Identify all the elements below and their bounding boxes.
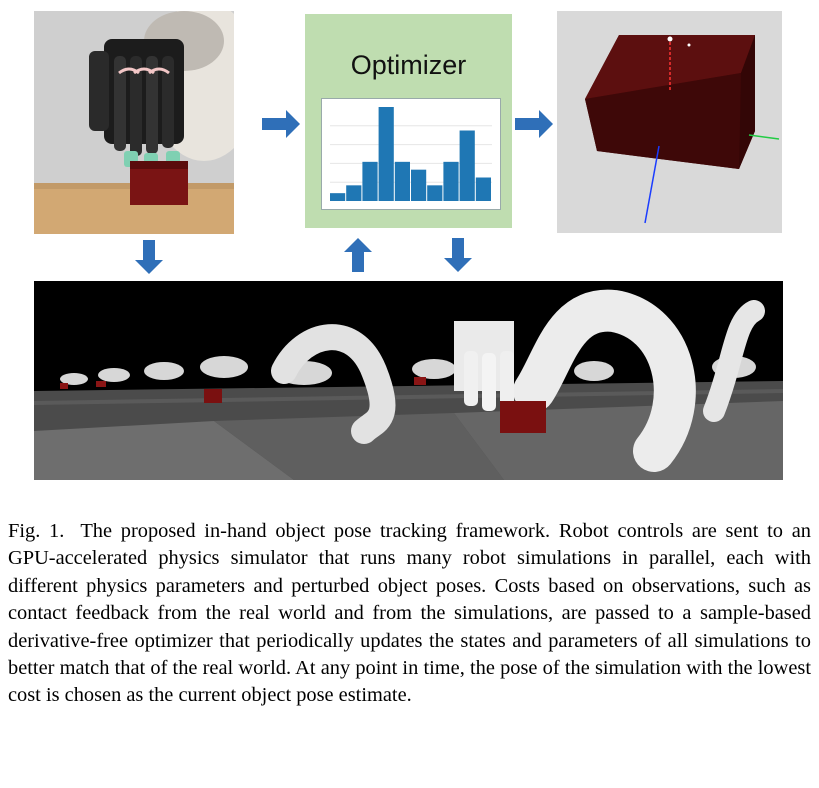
arrow-up-icon	[344, 238, 372, 272]
caption-text: The proposed in-hand object pose trackin…	[8, 520, 811, 707]
arrow-down-icon	[135, 240, 163, 274]
histogram-bar	[346, 185, 362, 201]
caption-label: Fig. 1.	[8, 520, 65, 542]
histogram-bar	[330, 193, 346, 201]
pose-estimate-render	[557, 11, 782, 233]
arrow-shape	[262, 110, 300, 138]
optimizer-label: Optimizer	[350, 50, 467, 80]
histogram-bar	[475, 177, 491, 201]
histogram-chart	[321, 98, 501, 210]
optimizer-box: Optimizer	[305, 14, 512, 228]
arrow-right-icon	[515, 110, 553, 138]
histogram-bar	[394, 161, 410, 201]
figure-caption: Fig. 1. The proposed in-hand object pose …	[8, 518, 811, 710]
arrow-shape	[135, 240, 163, 274]
histogram-svg	[330, 107, 492, 201]
histogram-bar	[411, 169, 427, 201]
parallel-simulations-render	[34, 281, 783, 480]
histogram-bar	[378, 107, 394, 201]
arrow-right-icon	[262, 110, 300, 138]
arrow-shape	[515, 110, 553, 138]
histogram-bar	[459, 130, 475, 201]
histogram-bar	[427, 185, 443, 201]
histogram-bar	[362, 161, 378, 201]
arrow-shape	[444, 238, 472, 272]
histogram-bar	[443, 161, 459, 201]
arrow-down-icon	[444, 238, 472, 272]
arrow-shape	[344, 238, 372, 272]
real-robot-photo	[34, 11, 234, 234]
